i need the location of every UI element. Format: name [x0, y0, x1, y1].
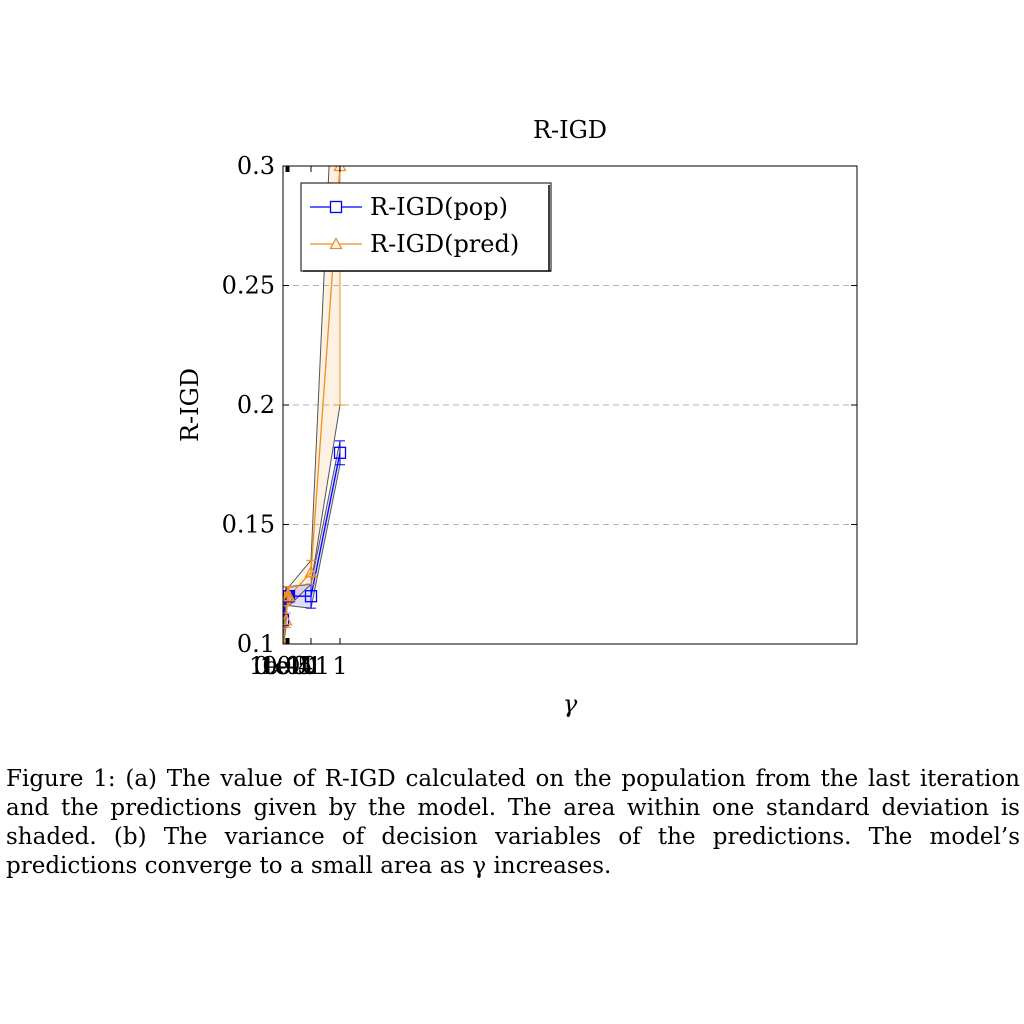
chart-title: R-IGD: [533, 116, 607, 144]
y-axis-ticks: 0.1 0.15 0.2 0.25 0.3: [222, 152, 857, 658]
std-bands: [283, 166, 341, 644]
data-point-pop: [304, 590, 318, 603]
x-tick-label: 0.1: [292, 652, 330, 680]
y-tick-label: 0.1: [237, 630, 275, 658]
std-band-pred: [283, 166, 341, 644]
x-tick-label: 1e-4: [261, 652, 314, 680]
legend-marker: [329, 237, 343, 250]
data-point-pred: [304, 565, 318, 578]
y-tick-label: 0.25: [222, 272, 275, 300]
y-tick-label: 0.2: [237, 391, 275, 419]
gridlines: [283, 285, 857, 525]
x-tick-label: 1e-10: [249, 652, 317, 680]
legend-label: R-IGD(pred): [370, 230, 519, 258]
y-tick-label: 0.3: [237, 152, 275, 180]
legend-label: R-IGD(pop): [370, 193, 508, 221]
x-axis-label: γ: [563, 690, 578, 718]
legend: R-IGD(pop) R-IGD(pred): [300, 182, 552, 272]
legend-marker: [329, 200, 343, 214]
x-tick-label: 1: [332, 652, 347, 680]
x-tick-label: 0.01: [262, 652, 315, 680]
y-axis-label: R-IGD: [176, 368, 204, 442]
figure-caption: Figure 1: (a) The value of R-IGD calcula…: [6, 766, 1020, 879]
y-tick-label: 0.15: [222, 511, 275, 539]
x-tick-label: 1e-5: [260, 652, 313, 680]
data-point-pred: [283, 589, 296, 602]
x-tick-label: 0.001: [254, 652, 323, 680]
chart: R-IGD 0.1 0.15 0.2 0.25 0.3 1e-101e-51e-40.0…: [176, 116, 858, 718]
data-point-pop: [333, 446, 347, 459]
legend-box: [300, 182, 552, 272]
